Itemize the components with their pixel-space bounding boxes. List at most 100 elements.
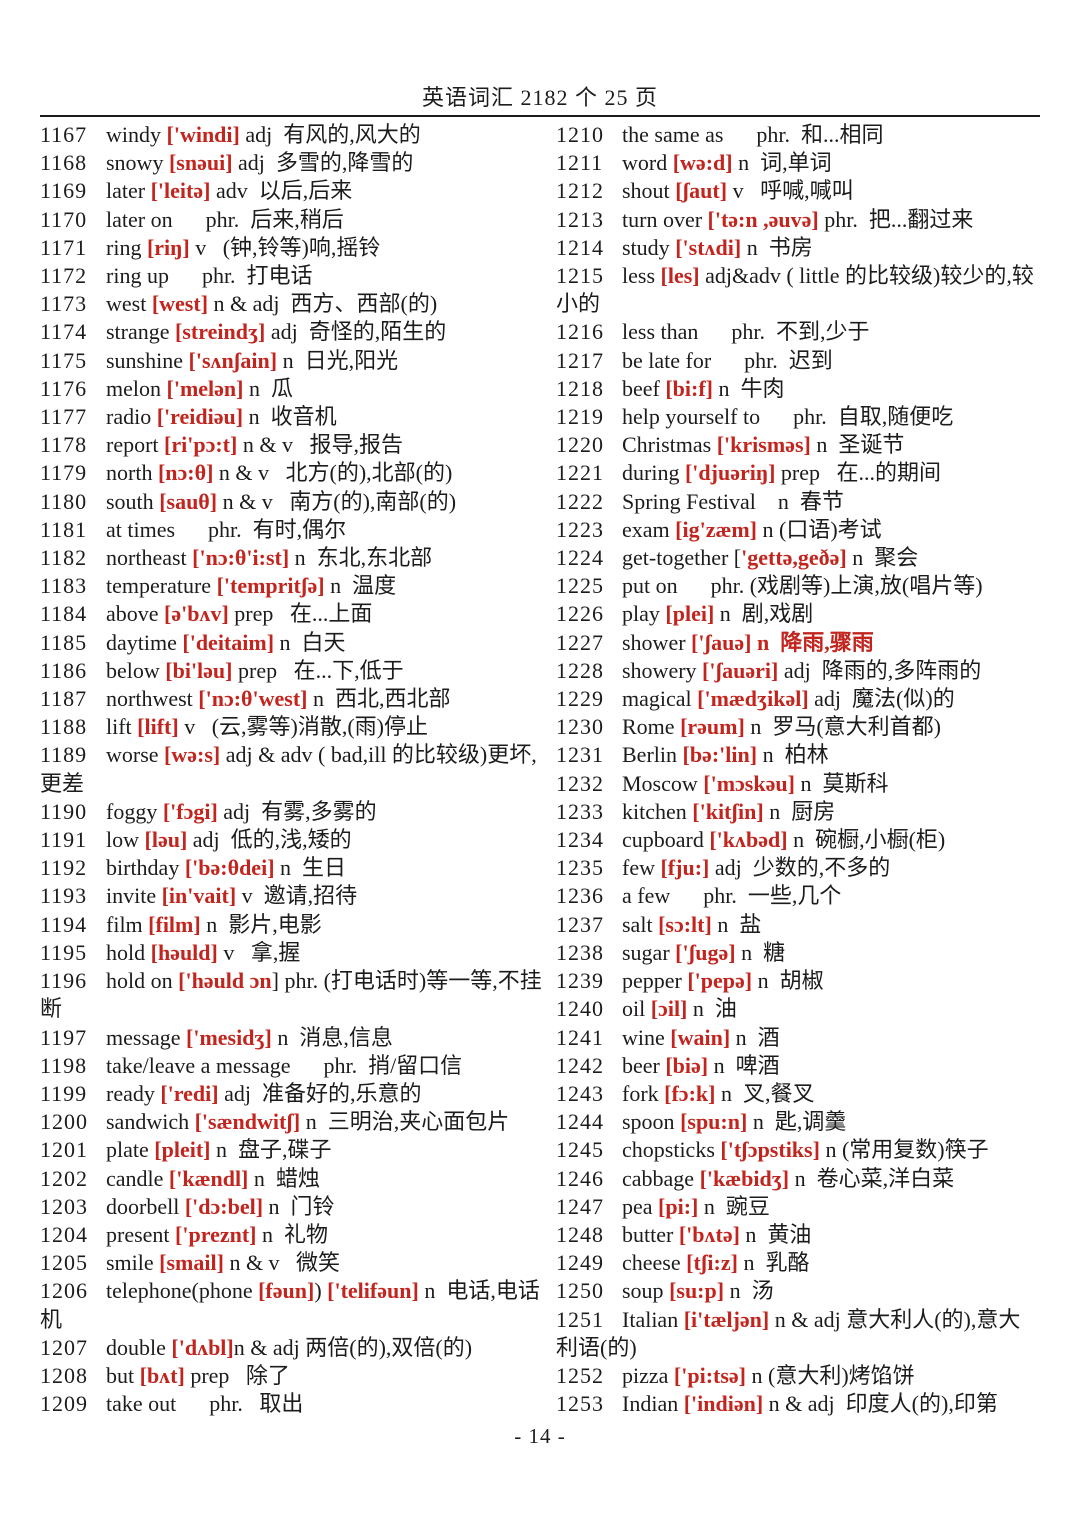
entry-text-segment: daytime	[106, 629, 183, 655]
entry-text-segment: Moscow	[622, 770, 704, 796]
vocab-entry: 1201 plate [pleit] n 盘子,碟子	[40, 1136, 546, 1164]
entry-phonetic-segment: ['mædʒikəl]	[697, 686, 809, 712]
vocab-entry: 1209 take out phr. 取出	[40, 1390, 546, 1418]
entry-number: 1203	[40, 1193, 88, 1219]
entry-phonetic-segment: ['kæbidʒ]	[699, 1165, 790, 1191]
entry-number: 1231	[556, 742, 604, 768]
entry-text-segment: n 蜡烛	[248, 1165, 320, 1191]
vocab-entry: 1249 cheese [tʃi:z] n 乳酪	[556, 1249, 1040, 1277]
entry-text-segment: chopsticks	[622, 1137, 721, 1163]
entry-number: 1237	[556, 911, 604, 937]
entry-phonetic-segment: ['indiən]	[683, 1391, 764, 1417]
entry-number: 1178	[40, 432, 88, 458]
entry-number: 1227	[556, 629, 604, 655]
entry-phonetic-segment: [i'tæljən]	[683, 1306, 770, 1332]
entry-number: 1218	[556, 375, 604, 401]
entry-phonetic-segment: ['windi]	[166, 122, 240, 147]
entry-text-segment: worse	[106, 742, 165, 768]
entry-text-segment: cheese	[622, 1250, 687, 1276]
entry-phonetic-segment: ['reidiəu]	[156, 404, 244, 430]
entry-number: 1202	[40, 1165, 88, 1191]
entry-phonetic-segment: [fəun]	[258, 1278, 315, 1304]
entry-text-segment: Spring Festival n 春节	[622, 488, 844, 514]
entry-phonetic-segment: ['melən]	[166, 375, 244, 401]
entry-text-segment: adj 魔法(似)的	[808, 686, 955, 712]
entry-phonetic-segment: ['bʌtə]	[678, 1221, 740, 1247]
vocab-entry: 1248 butter ['bʌtə] n 黄油	[556, 1221, 1040, 1249]
entry-number: 1172	[40, 263, 88, 289]
entry-phonetic-segment: 'gettə,geðə]	[741, 545, 847, 571]
entry-text-segment: n 礼物	[256, 1221, 329, 1247]
entry-text-segment: west	[106, 291, 152, 317]
entry-phonetic-segment: ['ʃauəri]	[702, 657, 779, 683]
entry-text-segment: candle	[106, 1165, 169, 1191]
entry-phonetic-segment: [spu:n]	[680, 1109, 748, 1135]
entry-text-segment: adj 有风的,风大的	[239, 122, 421, 147]
vocab-entry: 1192 birthday ['bə:θdei] n 生日	[40, 854, 546, 882]
entry-phonetic-segment: [lift]	[137, 714, 179, 740]
entry-phonetic-segment: ['stʌdi]	[675, 234, 742, 260]
vocab-entry: 1244 spoon [spu:n] n 匙,调羹	[556, 1108, 1040, 1136]
entry-text-segment: n 胡椒	[752, 968, 824, 994]
entry-phonetic-segment: [fju:]	[660, 855, 710, 881]
entry-phonetic-segment: [bi:f]	[665, 375, 714, 401]
vocab-entry: 1210 the same as phr. 和...相同	[556, 121, 1040, 149]
entry-text-segment: n 柏林	[757, 742, 829, 768]
entry-phonetic-segment: [su:p]	[669, 1278, 725, 1304]
entry-phonetic-segment: ['kʌbəd]	[709, 827, 788, 853]
entry-text-segment: n 白天	[274, 629, 346, 655]
entry-phonetic-segment: [ɔil]	[650, 996, 688, 1022]
vocab-entry: 1177 radio ['reidiəu] n 收音机	[40, 403, 546, 431]
entry-text-segment: get-together [	[622, 545, 742, 571]
entry-text-segment: plate	[106, 1137, 155, 1163]
entry-phonetic-segment: ['mɔskəu]	[703, 770, 795, 796]
entry-phonetic-segment: ['ʃauə] n 降雨,骤雨	[691, 629, 874, 655]
vocab-entry: 1204 present ['preznt] n 礼物	[40, 1221, 546, 1249]
vocab-entry: 1194 film [film] n 影片,电影	[40, 911, 546, 939]
entry-number: 1186	[40, 657, 88, 683]
entry-text-segment: beef	[622, 375, 666, 401]
entry-phonetic-segment: ['deitaim]	[182, 629, 275, 655]
vocab-entry: 1186 below [bi'ləu] prep 在...下,低于	[40, 657, 546, 685]
entry-text-segment: n 油	[687, 996, 737, 1022]
vocab-columns: 1167 windy ['windi] adj 有风的,风大的 1168 snowy …	[40, 121, 1040, 1418]
entry-text-segment: adj 少数的,不多的	[709, 855, 891, 881]
entry-number: 1197	[40, 1024, 88, 1050]
entry-number: 1235	[556, 855, 604, 881]
entry-number: 1170	[40, 206, 88, 232]
entry-text-segment: the same as phr. 和...相同	[622, 122, 884, 147]
entry-text-segment: cupboard	[622, 827, 710, 853]
entry-text-segment: butter	[622, 1221, 679, 1247]
entry-number: 1238	[556, 939, 604, 965]
vocab-entry: 1214 study ['stʌdi] n 书房	[556, 234, 1040, 262]
entry-number: 1198	[40, 1052, 88, 1078]
entry-text-segment: help yourself to phr. 自取,随便吃	[622, 404, 954, 430]
vocab-entry: 1182 northeast ['nɔ:θ'i:st] n 东北,东北部	[40, 544, 546, 572]
entry-number: 1195	[40, 939, 88, 965]
vocab-entry: 1196 hold on ['həuld ɔn] phr. (打电话时)等一等,不…	[40, 967, 546, 1023]
vocab-entry: 1178 report [ri'pɔ:t] n & v 报导,报告	[40, 431, 546, 459]
entry-phonetic-segment: ['dɔ:bel]	[184, 1193, 264, 1219]
entry-number: 1215	[556, 263, 604, 289]
entry-text-segment: adj 多雪的,降雪的	[232, 150, 414, 176]
entry-number: 1188	[40, 714, 88, 740]
entry-text-segment: doorbell	[106, 1193, 185, 1219]
vocab-entry: 1233 kitchen ['kitʃin] n 厨房	[556, 798, 1040, 826]
entry-phonetic-segment: ['redi]	[160, 1080, 219, 1106]
entry-text-segment: double	[106, 1334, 172, 1360]
entry-text-segment: lift	[106, 714, 138, 740]
entry-text-segment: n 聚会	[846, 545, 919, 571]
vocab-entry: 1183 temperature ['tempritʃə] n 温度	[40, 572, 546, 600]
entry-phonetic-segment: [ə'bʌv]	[164, 601, 229, 627]
vocab-entry: 1242 beer [biə] n 啤酒	[556, 1052, 1040, 1080]
entry-text-segment: shower	[622, 629, 692, 655]
entry-number: 1249	[556, 1250, 604, 1276]
entry-text-segment: v 呼喊,喊叫	[727, 178, 854, 204]
vocab-entry: 1225 put on phr. (戏剧等)上演,放(唱片等)	[556, 572, 1040, 600]
entry-number: 1184	[40, 601, 88, 627]
entry-text-segment: above	[106, 601, 165, 627]
entry-text-segment: n 生日	[274, 855, 347, 881]
vocab-entry: 1203 doorbell ['dɔ:bel] n 门铃	[40, 1193, 546, 1221]
vocab-entry: 1188 lift [lift] v (云,雾等)消散,(雨)停止	[40, 713, 546, 741]
entry-phonetic-segment: [pi:]	[658, 1193, 699, 1219]
